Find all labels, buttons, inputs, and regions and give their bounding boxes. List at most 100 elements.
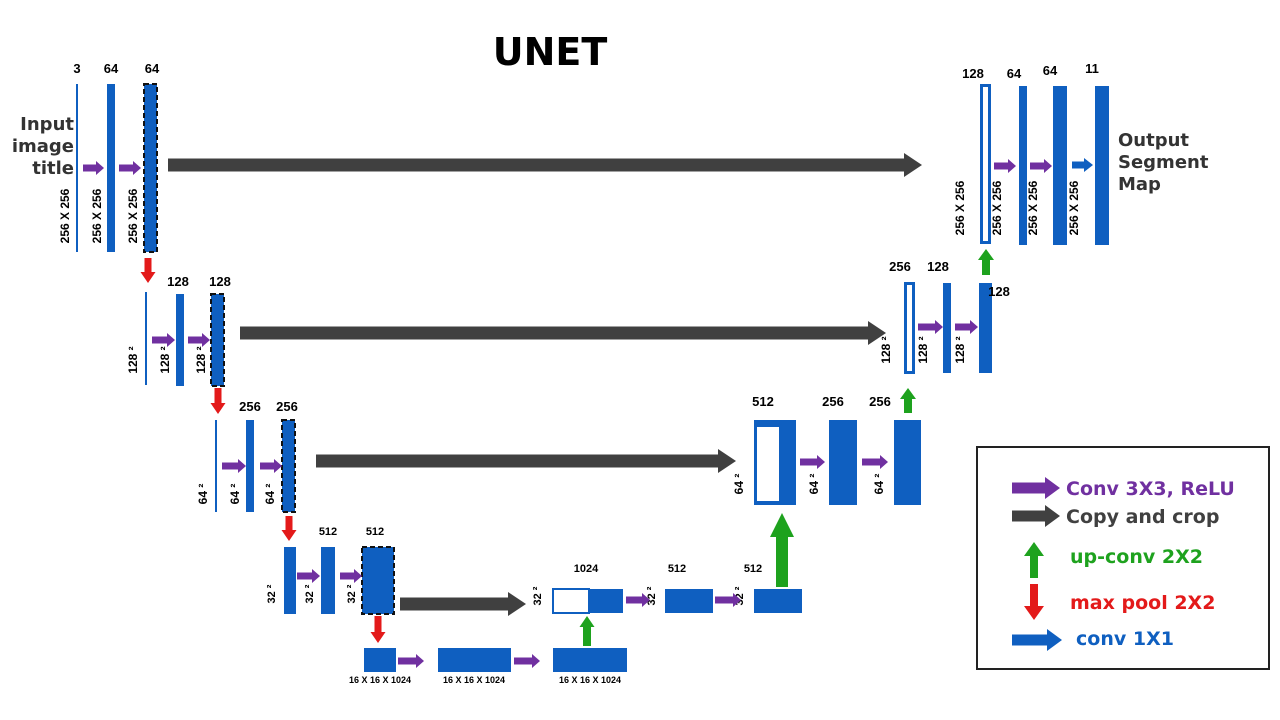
conv-arrow-icon: [1012, 477, 1060, 499]
channel-label: 128: [962, 66, 984, 81]
output-label-line: Segment: [1118, 152, 1209, 173]
feature-map: [107, 84, 115, 252]
channel-label: 1024: [574, 563, 599, 575]
size-label: 256 X 256: [1067, 180, 1081, 235]
size-label: 256 X 256: [990, 180, 1004, 235]
conv-arrow-icon: [514, 654, 540, 668]
size-label: 32 ²: [304, 584, 316, 603]
conv-arrow-icon: [119, 161, 141, 175]
size-label: 128 ²: [158, 346, 172, 373]
feature-map-copied: [904, 282, 915, 374]
size-label: 16 X 16 X 1024: [349, 675, 411, 685]
up-arrow-icon: [1024, 542, 1044, 578]
legend-icons: [1012, 477, 1062, 651]
feature-map: [894, 420, 921, 505]
size-label: 64 ²: [732, 474, 746, 495]
up-conv-arrow-icon: [978, 249, 994, 275]
up-conv-arrow-icon: [579, 616, 595, 646]
channel-label: 256: [239, 399, 261, 414]
legend-label-maxpool: max pool 2X2: [1070, 592, 1216, 614]
size-label: 64 ²: [872, 474, 886, 495]
size-label: 64 ²: [263, 484, 277, 505]
conv-arrow-icon: [994, 159, 1016, 173]
output-label-line: Map: [1118, 174, 1161, 195]
channel-label: 3: [73, 61, 80, 76]
feature-map: [754, 589, 802, 613]
channel-label: 64: [104, 61, 119, 76]
down-arrow-icon: [1024, 584, 1044, 620]
size-label: 32 ²: [346, 584, 358, 603]
conv-arrow-icon: [222, 459, 246, 473]
channel-label: 256: [889, 259, 911, 274]
conv-arrow-icon: [918, 320, 943, 334]
conv-arrow-icon: [398, 654, 424, 668]
size-label: 256 X 256: [1026, 180, 1040, 235]
size-label: 128 ²: [879, 336, 893, 363]
feature-map-copied: [980, 84, 991, 244]
legend-box: Conv 3X3, ReLU Copy and crop up-conv 2X2…: [976, 446, 1270, 670]
channel-label: 64: [1007, 66, 1022, 81]
size-label: 32 ²: [646, 586, 658, 605]
conv-arrow-icon: [297, 569, 320, 583]
size-label: 32 ²: [532, 586, 544, 605]
output-segment-map-label: Output Segment Map: [1118, 130, 1248, 196]
conv-arrow-icon: [800, 455, 825, 469]
channel-label: 512: [366, 526, 384, 538]
size-label: 64 ²: [196, 484, 210, 505]
size-label: 32 ²: [266, 584, 278, 603]
feature-map-cropped: [281, 419, 296, 513]
size-label: 128 ²: [916, 336, 930, 363]
feature-map: [321, 547, 335, 614]
copy-crop-arrow-icon: [240, 321, 886, 345]
feature-map-cropped: [361, 546, 395, 615]
feature-map: [943, 283, 951, 373]
conv-arrow-icon: [260, 459, 282, 473]
channel-label: 256: [869, 394, 891, 409]
feature-map: [246, 420, 254, 512]
copy-crop-arrow-icon: [1012, 505, 1060, 527]
input-image-map: [215, 420, 217, 512]
input-label-line: Input: [20, 114, 74, 135]
conv-arrow-icon: [83, 161, 104, 175]
channel-label: 512: [668, 563, 686, 575]
channel-label: 64: [1043, 63, 1058, 78]
up-conv-arrow-icon: [900, 388, 916, 413]
input-image-map: [145, 292, 147, 385]
size-label: 16 X 16 X 1024: [559, 675, 621, 685]
conv-arrow-icon: [715, 593, 741, 607]
feature-map: [364, 648, 396, 672]
up-conv-arrow-icon: [770, 513, 794, 587]
copy-crop-arrow-icon: [400, 592, 526, 616]
legend-label-copy: Copy and crop: [1066, 506, 1220, 528]
copy-crop-arrow-icon: [168, 153, 922, 177]
legend-label-conv1x1: conv 1X1: [1076, 628, 1174, 650]
channel-label: 128: [167, 274, 189, 289]
feature-map: [1019, 86, 1027, 245]
feature-map: [176, 294, 184, 386]
conv-arrow-icon: [626, 593, 650, 607]
size-label: 128 ²: [194, 346, 208, 373]
conv1x1-arrow-icon: [1012, 629, 1062, 651]
conv-arrow-icon: [188, 333, 210, 347]
feature-map: [665, 589, 713, 613]
conv-arrow-icon: [152, 333, 175, 347]
max-pool-arrow-icon: [140, 258, 156, 283]
conv1x1-arrow-icon: [1072, 158, 1093, 172]
channel-label: 11: [1085, 61, 1099, 76]
conv-arrow-icon: [1030, 159, 1052, 173]
output-label-line: Output: [1118, 130, 1190, 151]
input-image-map: [76, 84, 78, 252]
size-label: 64 ²: [807, 474, 821, 495]
size-label: 256 X 256: [90, 188, 104, 243]
channel-label: 256: [822, 394, 844, 409]
feature-map: [1053, 86, 1067, 245]
copy-crop-arrow-icon: [316, 449, 736, 473]
feature-map-copied: [552, 588, 590, 614]
feature-map: [979, 283, 992, 373]
channel-label: 128: [988, 284, 1010, 299]
feature-map-cropped: [210, 293, 225, 387]
size-label: 256 X 256: [953, 180, 967, 235]
max-pool-arrow-icon: [370, 616, 386, 643]
conv-arrow-icon: [340, 569, 362, 583]
